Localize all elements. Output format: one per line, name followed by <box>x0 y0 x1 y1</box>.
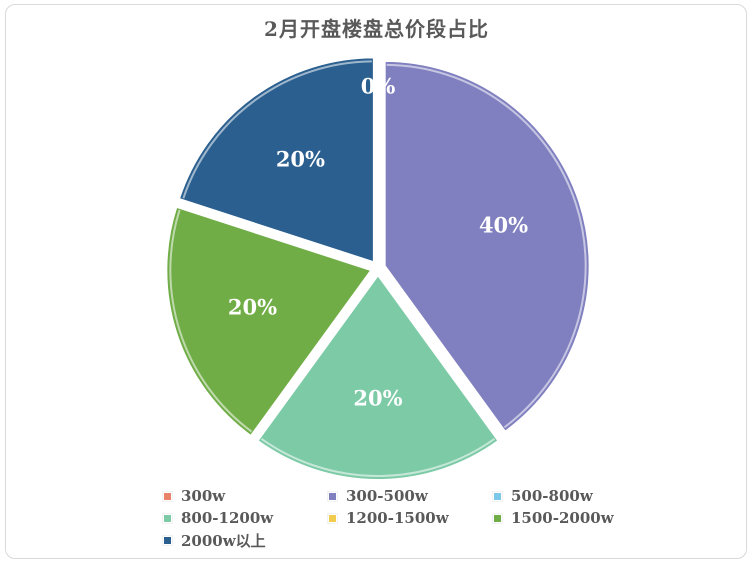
data-label-300-500w: 40% <box>479 213 528 238</box>
pie-slice-2000w <box>177 56 375 264</box>
pie-slice-edge-300-500w <box>386 63 587 429</box>
legend-item-2000w: 2000w以上 <box>162 530 328 550</box>
data-label-500-800w: 0% <box>525 429 560 454</box>
legend-item-300-500w: 300-500w <box>327 486 493 506</box>
chart-title: 2月开盘楼盘总价段占比 <box>264 17 489 41</box>
data-label-800-1200w: 20% <box>353 386 402 411</box>
legend-label-300w: 300w <box>181 487 226 505</box>
legend-item-1500-2000w: 1500-2000w <box>492 508 643 528</box>
legend-label-1500-2000w: 1500-2000w <box>511 509 614 527</box>
legend-swatch-1500-2000w <box>492 512 503 524</box>
legend-swatch-2000w <box>162 534 173 546</box>
legend-label-300-500w: 300-500w <box>346 487 428 505</box>
legend-swatch-300w <box>162 490 173 502</box>
pie-slice-300-500w <box>383 59 591 434</box>
data-label-1200-1500w: 0% <box>200 429 235 454</box>
legend-item-300w: 300w <box>162 486 328 506</box>
pie-slice-edge-800-1200w <box>260 437 496 478</box>
legend-label-1200-1500w: 1200-1500w <box>346 509 449 527</box>
legend-label-500-800w: 500-800w <box>511 487 593 505</box>
pie-slice-1500-2000w <box>165 205 373 438</box>
legend-item-1200-1500w: 1200-1500w <box>327 508 493 528</box>
legend-swatch-500-800w <box>492 490 503 502</box>
legend-label-2000w: 2000w以上 <box>181 531 266 550</box>
data-label-1500-2000w: 20% <box>228 294 277 319</box>
legend-label-800-1200w: 800-1200w <box>181 509 274 527</box>
legend-item-500-800w: 500-800w <box>492 486 643 506</box>
pie-slice-edge-2000w <box>182 60 372 199</box>
data-label-300w: 0% <box>361 74 396 99</box>
pie-slice-800-1200w <box>256 273 500 481</box>
legend-swatch-800-1200w <box>162 512 173 524</box>
legend-swatch-1200-1500w <box>327 512 338 524</box>
pie-slice-edge-1500-2000w <box>169 209 253 433</box>
legend-swatch-300-500w <box>327 490 338 502</box>
data-label-2000w: 20% <box>276 147 325 172</box>
legend-item-800-1200w: 800-1200w <box>162 508 328 528</box>
legend: 300w 300-500w 500-800w 800-1200w 1200-1500w 1… <box>162 486 643 550</box>
